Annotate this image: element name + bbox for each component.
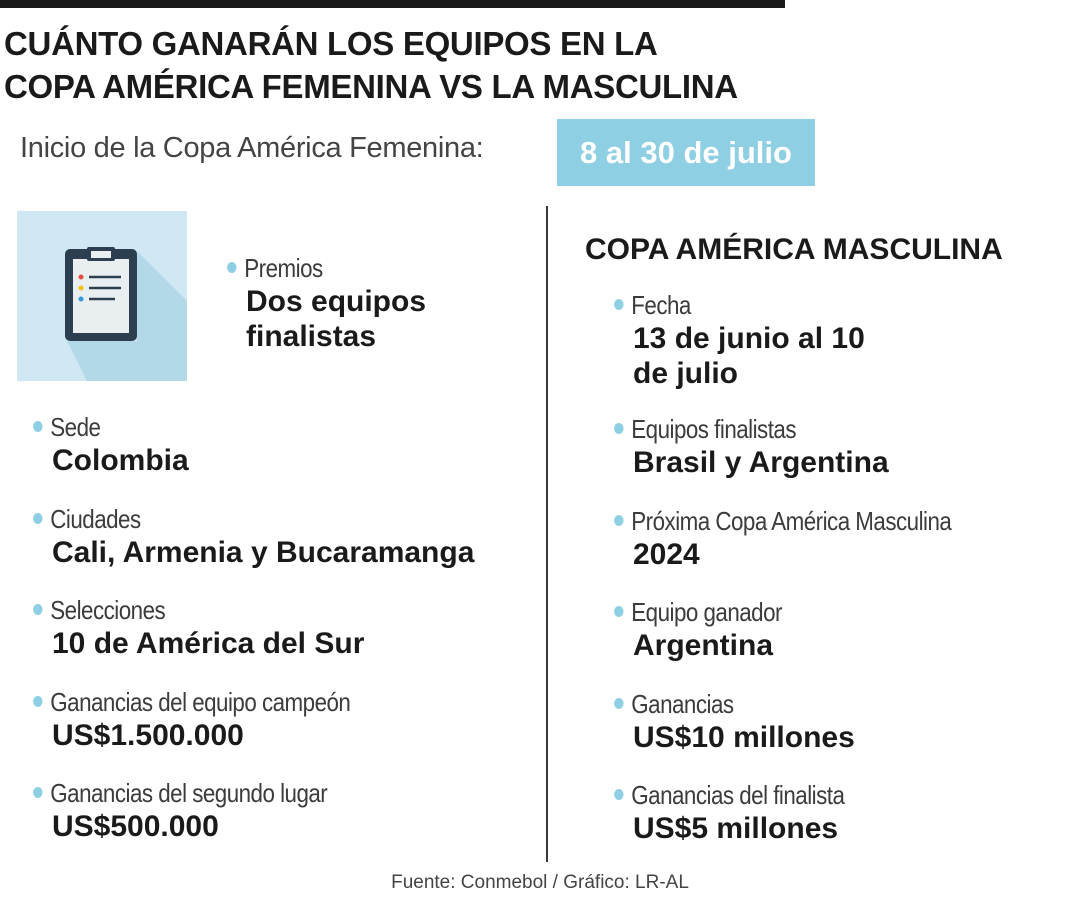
equipo-ganador-item: Equipo ganador Argentina bbox=[631, 596, 806, 663]
fecha-value-line-1: 13 de junio al 10 bbox=[633, 322, 865, 355]
premios-item: Premios Dos equipos finalistas bbox=[244, 252, 427, 354]
ganancias-campeon-item: Ganancias del equipo campeón US$1.500.00… bbox=[50, 686, 399, 753]
top-rule bbox=[0, 0, 785, 8]
equipo-ganador-label: Equipo ganador bbox=[631, 597, 782, 627]
title-line-2: COPA AMÉRICA FEMENINA VS LA MASCULINA bbox=[4, 68, 738, 105]
ganancias-value: US$10 millones bbox=[633, 721, 855, 754]
ganancias-label: Ganancias bbox=[631, 688, 824, 720]
selecciones-label: Selecciones bbox=[50, 594, 321, 626]
equipos-finalistas-label: Equipos finalistas bbox=[631, 413, 853, 445]
proxima-copa-item: Próxima Copa América Masculina 2024 bbox=[631, 505, 1003, 572]
equipos-finalistas-value: Brasil y Argentina bbox=[633, 446, 889, 479]
selecciones-value: 10 de América del Sur bbox=[52, 627, 365, 660]
clipboard-icon bbox=[17, 211, 187, 381]
ganancias-finalista-value: US$5 millones bbox=[633, 812, 839, 845]
ganancias-segundo-item: Ganancias del segundo lugar US$500.000 bbox=[50, 777, 372, 844]
fecha-item: Fecha 13 de junio al 10 de julio bbox=[631, 289, 865, 391]
ganancias-campeon-value: US$1.500.000 bbox=[52, 719, 244, 752]
sede-item: Sede Colombia bbox=[50, 411, 189, 478]
ganancias-segundo-label: Ganancias del segundo lugar bbox=[50, 778, 328, 808]
premios-value-line-1: Dos equipos bbox=[246, 285, 427, 318]
equipo-ganador-value: Argentina bbox=[633, 629, 774, 662]
equipos-finalistas-item: Equipos finalistas Brasil y Argentina bbox=[631, 413, 889, 480]
sede-label: Sede bbox=[50, 411, 170, 443]
premios-label: Premios bbox=[244, 252, 401, 284]
ganancias-item: Ganancias US$10 millones bbox=[631, 688, 855, 755]
ganancias-finalista-item: Ganancias del finalista US$5 millones bbox=[631, 779, 879, 846]
fecha-value-line-2: de julio bbox=[633, 357, 738, 390]
start-date-badge: 8 al 30 de julio bbox=[557, 119, 815, 186]
ganancias-campeon-label: Ganancias del equipo campeón bbox=[50, 687, 351, 717]
masculina-heading: COPA AMÉRICA MASCULINA bbox=[585, 233, 1003, 266]
column-divider bbox=[546, 206, 548, 862]
start-label: Inicio de la Copa América Femenina: bbox=[20, 132, 484, 164]
selecciones-item: Selecciones 10 de América del Sur bbox=[50, 594, 365, 661]
fecha-label: Fecha bbox=[631, 289, 832, 321]
ciudades-value: Cali, Armenia y Bucaramanga bbox=[52, 536, 475, 569]
proxima-copa-value: 2024 bbox=[633, 538, 700, 571]
proxima-copa-label: Próxima Copa América Masculina bbox=[631, 506, 952, 536]
title-line-1: CUÁNTO GANARÁN LOS EQUIPOS EN LA bbox=[4, 25, 658, 62]
premios-value-line-2: finalistas bbox=[246, 320, 377, 353]
sede-value: Colombia bbox=[52, 444, 189, 477]
ganancias-segundo-value: US$500.000 bbox=[52, 810, 219, 843]
ganancias-finalista-label: Ganancias del finalista bbox=[631, 780, 845, 810]
source-credit: Fuente: Conmebol / Gráfico: LR-AL bbox=[391, 872, 689, 893]
page-title: CUÁNTO GANARÁN LOS EQUIPOS EN LA COPA AM… bbox=[4, 22, 804, 108]
ciudades-label: Ciudades bbox=[50, 503, 415, 535]
ciudades-item: Ciudades Cali, Armenia y Bucaramanga bbox=[50, 503, 475, 570]
